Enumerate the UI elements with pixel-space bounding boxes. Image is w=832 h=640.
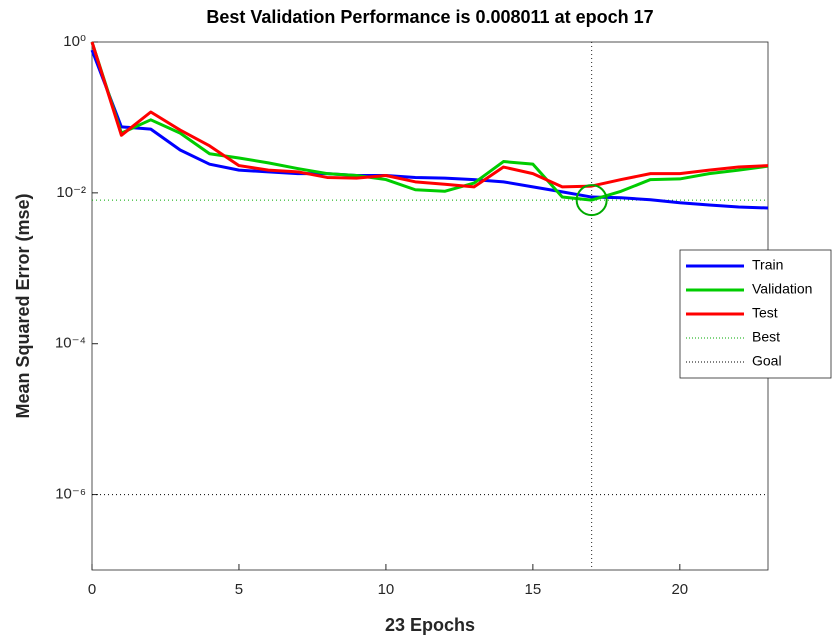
y-tick-label: 10⁰ (63, 33, 86, 50)
x-tick-label: 15 (525, 581, 542, 598)
legend-label: Goal (752, 353, 782, 369)
x-axis-label: 23 Epochs (385, 615, 475, 635)
y-axis-label: Mean Squared Error (mse) (13, 193, 33, 418)
series-line (90, 41, 769, 189)
x-tick-label: 0 (88, 581, 96, 598)
y-tick-label: 10⁻⁴ (55, 335, 86, 352)
series-line (90, 49, 769, 210)
x-tick-label: 20 (671, 581, 688, 598)
chart-title: Best Validation Performance is 0.008011 … (206, 7, 653, 27)
legend-label: Best (752, 329, 780, 345)
series-line (90, 41, 769, 202)
plot-area (91, 41, 769, 571)
y-tick-label: 10⁻⁶ (55, 486, 86, 503)
y-tick-label: 10⁻² (56, 184, 86, 201)
x-tick-label: 10 (378, 581, 395, 598)
legend-label: Train (752, 257, 783, 273)
best-marker (575, 184, 608, 217)
legend-label: Test (752, 305, 778, 321)
x-tick-label: 5 (235, 581, 243, 598)
legend-label: Validation (752, 281, 812, 297)
